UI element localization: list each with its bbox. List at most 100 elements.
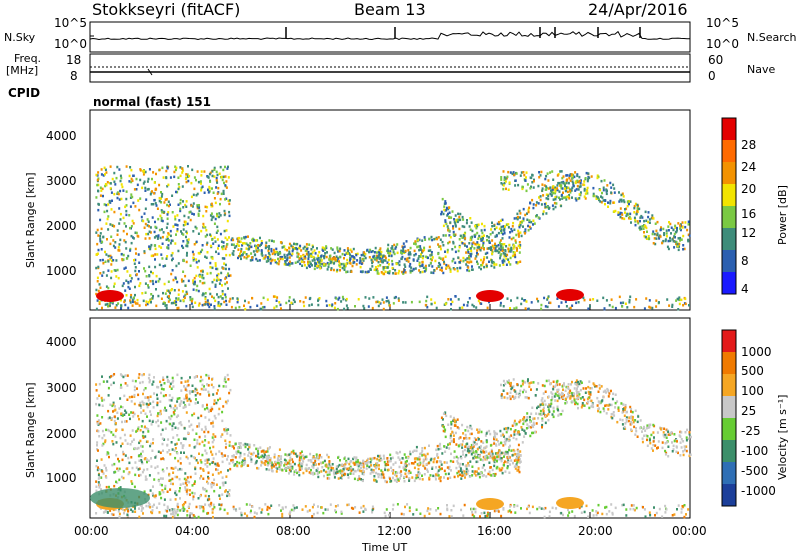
power-pixel <box>120 307 122 310</box>
power-pixel <box>527 307 530 311</box>
power-pixel <box>656 233 659 237</box>
power-pixel <box>113 282 116 285</box>
velocity-pixel <box>227 428 230 431</box>
power-pixel <box>419 245 422 248</box>
power-pixel <box>221 247 224 251</box>
power-pixel <box>279 257 282 261</box>
power-pixel <box>430 253 433 257</box>
power-pixel <box>193 176 196 179</box>
power-pixel <box>103 166 106 170</box>
velocity-pixel <box>239 451 242 455</box>
velocity-pixel <box>195 375 198 378</box>
power-pixel <box>197 304 200 307</box>
velocity-pixel <box>151 492 154 495</box>
power-pixel <box>346 270 349 273</box>
velocity-pixel <box>124 439 127 442</box>
velocity-pixel <box>441 452 444 455</box>
power-pixel <box>596 299 599 302</box>
power-pixel <box>578 193 581 196</box>
velocity-pixel <box>467 469 470 473</box>
power-pixel <box>332 262 335 265</box>
velocity-pixel <box>332 467 335 470</box>
power-pixel <box>313 259 316 262</box>
power-pixel <box>202 225 205 228</box>
velocity-pixel <box>175 442 178 446</box>
power-pixel <box>219 197 222 201</box>
power-pixel <box>318 251 321 254</box>
power-pixel <box>408 251 411 255</box>
velocity-pixel <box>622 427 625 430</box>
power-pixel <box>359 257 362 260</box>
power-pixel <box>319 263 322 266</box>
power-pixel <box>288 252 291 256</box>
power-pixel <box>599 188 602 192</box>
power-pixel <box>418 248 421 252</box>
power-pixel <box>458 246 461 249</box>
power-pixel <box>688 234 691 237</box>
velocity-pixel <box>294 452 297 456</box>
power-pixel <box>679 227 682 230</box>
velocity-pixel <box>185 490 188 493</box>
power-pixel <box>551 188 554 191</box>
power-pixel <box>99 239 102 243</box>
velocity-pixel <box>225 442 228 446</box>
velocity-pixel <box>517 465 520 469</box>
velocity-pixel <box>123 413 126 416</box>
power-pixel <box>158 228 161 232</box>
power-pixel <box>491 250 494 254</box>
power-pixel <box>258 259 261 262</box>
velocity-pixel <box>226 492 229 496</box>
power-pixel <box>578 175 581 179</box>
power-pixel <box>561 176 564 180</box>
velocity-pixel <box>377 454 379 458</box>
power-pixel <box>207 188 209 191</box>
power-pixel <box>281 257 284 261</box>
power-pixel <box>482 241 485 245</box>
power-pixel <box>467 301 469 304</box>
velocity-pixel <box>237 450 240 453</box>
power-pixel <box>527 224 530 228</box>
power-pixel <box>495 226 498 229</box>
velocity-pixel <box>144 387 147 390</box>
velocity-pixel <box>189 475 192 479</box>
velocity-pixel <box>505 452 508 455</box>
power-pixel <box>225 197 228 200</box>
power-pixel <box>198 204 200 207</box>
velocity-pixel <box>122 470 125 473</box>
power-pixel <box>515 246 518 250</box>
velocity-pixel <box>336 465 339 468</box>
velocity-pixel <box>116 481 119 484</box>
power-pixel <box>95 196 98 199</box>
velocity-pixel <box>296 471 298 475</box>
power-pixel <box>419 271 422 274</box>
velocity-pixel <box>510 459 513 462</box>
power-pixel <box>164 301 166 305</box>
power-pixel <box>109 223 112 226</box>
power-pixel <box>400 257 403 261</box>
power-pixel <box>571 186 574 190</box>
power-pixel <box>197 232 200 235</box>
power-pixel <box>455 218 458 222</box>
power-pixel <box>441 197 444 201</box>
power-pixel <box>480 239 483 242</box>
power-pixel <box>475 255 478 258</box>
power-pixel <box>600 201 603 204</box>
power-pixel <box>207 175 210 179</box>
power-pixel <box>565 198 568 201</box>
velocity-pixel <box>148 379 151 382</box>
power-pixel <box>249 305 252 309</box>
velocity-pixel <box>212 386 215 389</box>
velocity-pixel <box>101 436 104 440</box>
velocity-pixel <box>138 373 141 376</box>
power-pixel <box>184 220 187 224</box>
power-pixel <box>113 224 116 228</box>
velocity-pixel <box>500 457 503 460</box>
power-pixel <box>385 296 388 299</box>
power-pixel <box>157 294 160 298</box>
velocity-pixel <box>184 388 187 391</box>
power-pixel <box>618 200 621 203</box>
power-pixel <box>579 182 582 185</box>
velocity-pixel <box>289 466 292 470</box>
power-pixel <box>96 276 99 280</box>
power-pixel <box>560 187 563 190</box>
